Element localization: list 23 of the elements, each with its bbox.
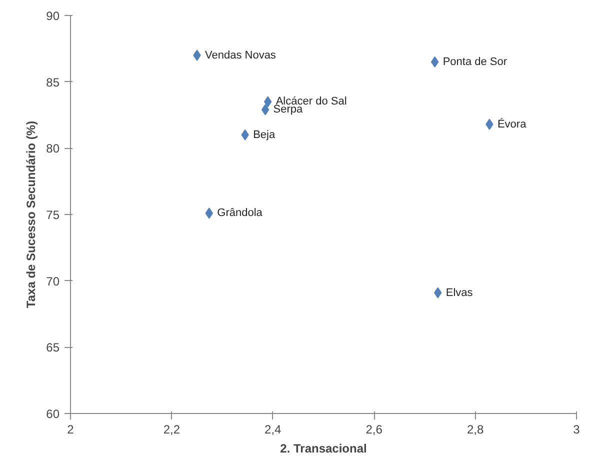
y-axis-title: Taxa de Sucesso Secundário (%) <box>24 120 38 308</box>
x-tick-label: 2,4 <box>264 422 282 436</box>
x-tick-label: 3 <box>573 422 580 436</box>
y-tick-label: 65 <box>46 340 60 355</box>
annotation: Vendas Novas <box>205 49 276 62</box>
y-tick-label: 75 <box>46 208 60 222</box>
point <box>261 104 270 116</box>
y-tick-label: 80 <box>46 142 60 156</box>
x-tick-label: 2,6 <box>366 422 383 436</box>
y-tick-label: 60 <box>46 407 60 421</box>
x-tick-label: 2 <box>67 422 74 436</box>
x-tick-label: 2,8 <box>466 422 484 436</box>
y-tick-label: 85 <box>46 75 60 90</box>
annotation: Grândola <box>217 207 264 220</box>
annotation: Évora <box>497 117 528 130</box>
annotation: Elvas <box>446 286 474 299</box>
x-axis-title: 2. Transacional <box>280 442 367 456</box>
y-tick-label: 90 <box>46 9 60 23</box>
point <box>430 56 439 68</box>
annotation: Beja <box>253 128 276 141</box>
annotation: Ponta de Sor <box>442 56 508 68</box>
y-tick-label: 70 <box>46 274 60 288</box>
x-tick-label: 2,2 <box>163 422 180 436</box>
